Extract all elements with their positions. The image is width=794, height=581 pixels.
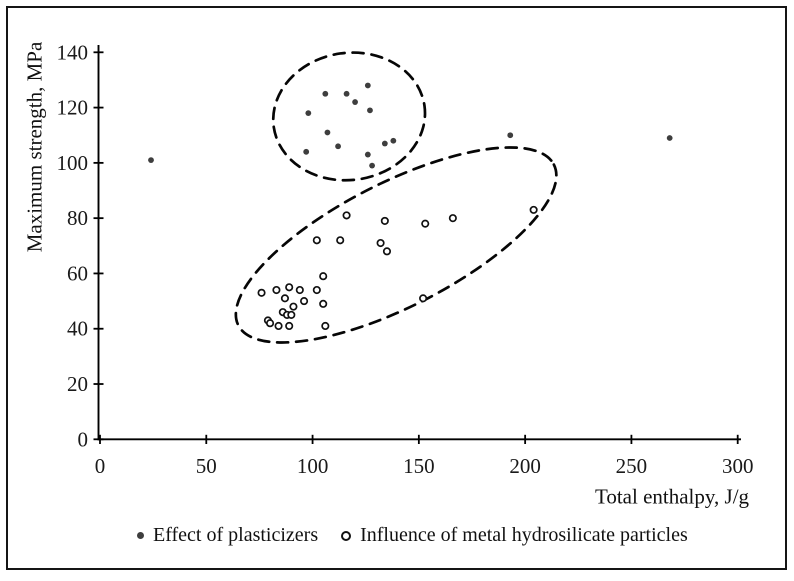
legend-item-plasticizers: Effect of plasticizers bbox=[137, 524, 318, 547]
data-point-filled bbox=[507, 132, 514, 139]
x-tick-label: 100 bbox=[297, 454, 329, 478]
x-tick-label: 200 bbox=[509, 454, 541, 478]
y-tick-label: 40 bbox=[67, 317, 88, 341]
data-point-filled bbox=[367, 107, 373, 114]
data-point-open bbox=[287, 310, 296, 319]
y-tick-label: 80 bbox=[67, 206, 88, 230]
y-tick-label: 20 bbox=[67, 372, 88, 396]
legend: Effect of plasticizers Influence of meta… bbox=[137, 524, 688, 547]
data-point-open bbox=[257, 288, 266, 297]
x-tick-label: 150 bbox=[403, 454, 435, 478]
data-point-filled bbox=[364, 82, 371, 89]
data-point-filled bbox=[364, 151, 371, 158]
data-point-filled bbox=[369, 162, 375, 169]
legend-label-plasticizers: Effect of plasticizers bbox=[153, 524, 319, 546]
y-tick-label: 0 bbox=[78, 427, 89, 451]
x-tick-label: 50 bbox=[196, 454, 217, 478]
data-point-open bbox=[312, 285, 321, 295]
x-tick-label: 0 bbox=[95, 454, 106, 478]
data-point-filled bbox=[335, 143, 341, 150]
data-point-open bbox=[274, 321, 283, 331]
legend-label-hydrosilicate: Influence of metal hydrosilicate particl… bbox=[360, 524, 688, 546]
data-point-open bbox=[336, 236, 345, 245]
data-point-filled bbox=[305, 110, 312, 117]
data-point-open bbox=[285, 321, 294, 331]
data-point-open bbox=[419, 294, 428, 303]
plasticizers-cluster-ellipse bbox=[271, 51, 427, 182]
data-point-open bbox=[421, 219, 430, 228]
data-point-open bbox=[382, 247, 392, 256]
data-point-open bbox=[342, 211, 351, 220]
x-axis-title: Total enthalpy, J/g bbox=[594, 484, 750, 509]
data-point-filled bbox=[390, 137, 397, 144]
data-point-open bbox=[312, 236, 321, 245]
data-point-filled bbox=[303, 148, 310, 155]
y-axis-title: Maximum strength, MPa bbox=[22, 41, 47, 253]
data-point-filled bbox=[324, 129, 331, 136]
data-point-open bbox=[272, 285, 281, 295]
filled-dot-icon bbox=[137, 532, 144, 539]
data-point-open bbox=[295, 285, 304, 295]
data-point-filled bbox=[352, 99, 358, 105]
legend-item-hydrosilicate: Influence of metal hydrosilicate particl… bbox=[341, 524, 688, 547]
data-point-open bbox=[280, 294, 289, 303]
open-dot-icon bbox=[341, 530, 352, 541]
data-point-filled bbox=[343, 90, 350, 97]
data-point-filled bbox=[148, 157, 154, 164]
data-point-open bbox=[319, 299, 328, 308]
data-point-open bbox=[285, 283, 294, 292]
hydrosilicate-cluster-ellipse bbox=[234, 146, 558, 344]
data-point-open bbox=[319, 272, 328, 281]
data-point-open bbox=[529, 205, 538, 214]
data-point-open bbox=[376, 238, 385, 248]
data-point-filled bbox=[322, 90, 329, 97]
data-point-filled bbox=[666, 135, 673, 141]
data-point-filled bbox=[381, 140, 388, 147]
data-point-open bbox=[448, 214, 457, 223]
data-point-open bbox=[321, 321, 330, 331]
y-tick-label: 120 bbox=[57, 96, 89, 120]
data-point-open bbox=[289, 302, 298, 311]
y-tick-label: 100 bbox=[57, 151, 89, 175]
data-point-open bbox=[266, 319, 275, 328]
data-point-open bbox=[300, 297, 309, 306]
x-tick-label: 300 bbox=[722, 454, 754, 478]
data-point-open bbox=[380, 216, 389, 225]
y-tick-label: 140 bbox=[57, 40, 89, 64]
y-tick-label: 60 bbox=[67, 261, 88, 285]
x-tick-label: 250 bbox=[616, 454, 648, 478]
figure-border bbox=[6, 6, 787, 570]
